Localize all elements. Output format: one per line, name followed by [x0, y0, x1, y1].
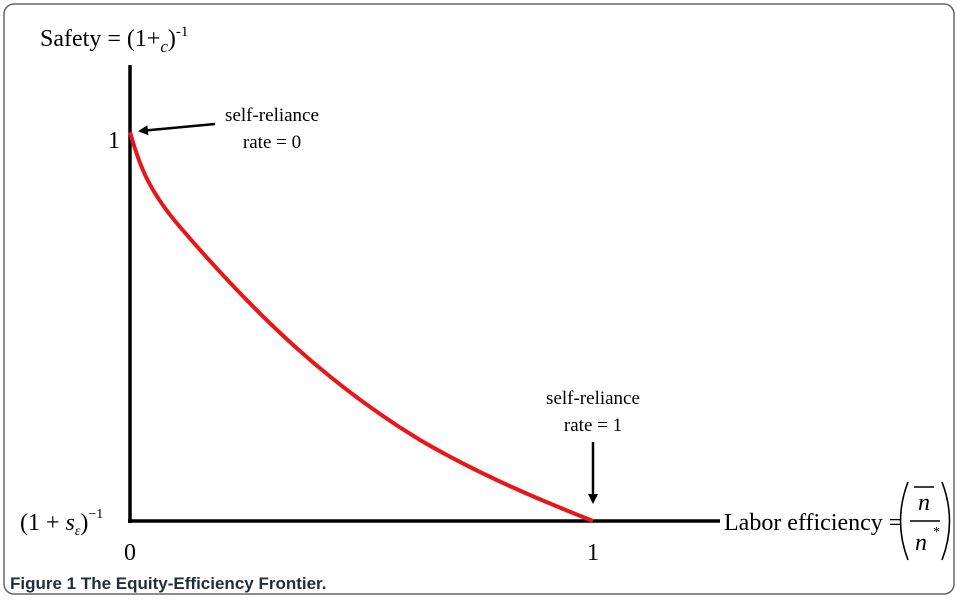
arrow [138, 122, 216, 136]
fraction: n n * [899, 481, 951, 561]
y-tick-label: (1 + sε)−1 [20, 507, 103, 539]
denominator-sup: * [933, 525, 940, 540]
caption: Figure 1 The Equity-Efficiency Frontier. [10, 574, 326, 593]
numerator: n [918, 490, 930, 516]
annotation: self-reliance [225, 105, 319, 126]
frontier-curve [128, 131, 594, 523]
denominator: n [915, 530, 927, 556]
annotation: rate = 1 [564, 415, 622, 436]
x-tick-label: 1 [587, 540, 599, 566]
y-axis-label: Safety = (1+c)-1 [40, 24, 188, 56]
y-tick-label: 1 [108, 128, 120, 154]
annotation: rate = 0 [243, 132, 301, 153]
x-axis-label: Labor efficiency = [724, 510, 902, 536]
x-tick-label: 0 [124, 540, 136, 566]
annotation: self-reliance [546, 388, 640, 409]
frame [3, 3, 955, 595]
